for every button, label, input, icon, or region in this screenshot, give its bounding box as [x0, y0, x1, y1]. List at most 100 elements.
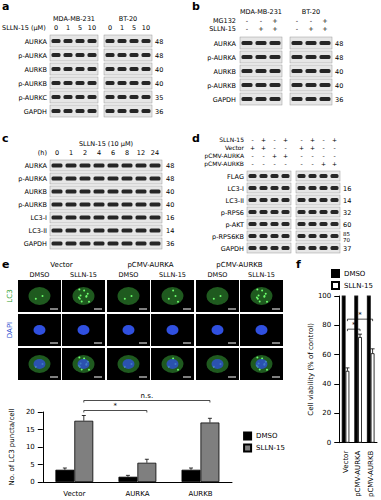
- svg-text:-: -: [311, 152, 313, 159]
- svg-text:GAPDH: GAPDH: [221, 245, 244, 253]
- svg-text:p-AURKB: p-AURKB: [18, 201, 47, 209]
- svg-text:pCMV-AURKB: pCMV-AURKB: [367, 451, 375, 497]
- svg-text:-: -: [333, 152, 335, 159]
- svg-text:4: 4: [97, 149, 101, 157]
- svg-text:AURKB: AURKB: [25, 188, 47, 196]
- svg-text:0: 0: [108, 24, 112, 32]
- svg-text:-: -: [333, 144, 335, 151]
- svg-text:pCMV-AURKA: pCMV-AURKA: [127, 261, 173, 269]
- svg-text:6: 6: [111, 149, 115, 157]
- svg-text:+: +: [299, 144, 304, 151]
- svg-text:0: 0: [327, 439, 331, 447]
- svg-text:+: +: [261, 136, 266, 143]
- svg-text:LC3-II: LC3-II: [29, 227, 48, 235]
- svg-text:+: +: [283, 152, 288, 159]
- svg-text:-: -: [300, 136, 302, 143]
- svg-text:10: 10: [142, 24, 150, 32]
- svg-text:12: 12: [137, 149, 145, 157]
- svg-text:48: 48: [155, 52, 163, 60]
- svg-text:48: 48: [335, 40, 343, 48]
- svg-text:2: 2: [83, 149, 87, 157]
- svg-text:pCMV-AURKA: pCMV-AURKA: [204, 152, 244, 160]
- svg-text:-: -: [311, 160, 313, 167]
- svg-text:AURKA: AURKA: [214, 40, 237, 48]
- svg-text:-: -: [284, 160, 286, 167]
- svg-text:DAPI: DAPI: [6, 322, 14, 338]
- svg-text:Vector: Vector: [225, 144, 245, 151]
- svg-text:40: 40: [166, 188, 174, 196]
- svg-text:Vector: Vector: [63, 490, 85, 498]
- svg-text:n.s.: n.s.: [141, 392, 154, 400]
- svg-text:+: +: [322, 25, 327, 33]
- svg-text:-: -: [322, 144, 324, 151]
- svg-text:DMSO: DMSO: [119, 271, 139, 279]
- svg-text:AURKA: AURKA: [25, 162, 48, 170]
- svg-text:c: c: [2, 132, 9, 145]
- svg-text:20: 20: [322, 409, 331, 417]
- svg-text:SLLN-15: SLLN-15: [219, 136, 244, 143]
- svg-text:20: 20: [26, 408, 35, 416]
- svg-text:pCMV-AURKA: pCMV-AURKA: [354, 451, 362, 497]
- svg-text:+: +: [322, 17, 327, 25]
- svg-text:-: -: [322, 136, 324, 143]
- svg-text:p-AURKB: p-AURKB: [18, 80, 47, 88]
- svg-text:-: -: [262, 152, 264, 159]
- svg-text:-: -: [300, 160, 302, 167]
- svg-text:60: 60: [343, 221, 351, 229]
- svg-text:40: 40: [166, 201, 174, 209]
- svg-text:16: 16: [166, 214, 174, 222]
- svg-text:SLLN-15: SLLN-15: [344, 282, 373, 290]
- svg-text:-: -: [262, 160, 264, 167]
- svg-text:100: 100: [318, 292, 331, 300]
- svg-text:1: 1: [66, 24, 70, 32]
- svg-text:GAPDH: GAPDH: [24, 108, 47, 116]
- svg-text:*: *: [114, 402, 118, 410]
- svg-text:p-RPS6: p-RPS6: [221, 209, 244, 217]
- svg-text:*: *: [352, 321, 356, 329]
- svg-text:DMSO: DMSO: [344, 270, 366, 278]
- svg-text:+: +: [261, 144, 266, 151]
- svg-text:+: +: [272, 25, 277, 33]
- svg-text:-: -: [284, 144, 286, 151]
- svg-text:No. of LC3 puncta/cell: No. of LC3 puncta/cell: [8, 409, 16, 486]
- svg-text:AURKA: AURKA: [125, 490, 149, 498]
- svg-text:DMSO: DMSO: [256, 432, 278, 440]
- svg-text:1: 1: [120, 24, 124, 32]
- svg-text:36: 36: [166, 240, 174, 248]
- svg-text:Cell viability (% of control): Cell viability (% of control): [307, 323, 315, 416]
- svg-text:40: 40: [335, 82, 343, 90]
- svg-text:e: e: [2, 258, 9, 271]
- svg-text:40: 40: [155, 80, 163, 88]
- svg-text:SLLN-15: SLLN-15: [159, 271, 186, 279]
- svg-text:36: 36: [155, 108, 163, 116]
- svg-text:10: 10: [88, 24, 96, 32]
- svg-text:p-RPS6KB: p-RPS6KB: [212, 233, 244, 241]
- svg-text:-: -: [273, 136, 275, 143]
- svg-text:SLLN-15 (10 μM): SLLN-15 (10 μM): [79, 140, 133, 148]
- svg-text:f: f: [296, 258, 301, 271]
- svg-text:+: +: [258, 25, 263, 33]
- svg-text:5: 5: [132, 24, 136, 32]
- svg-text:+: +: [332, 160, 337, 167]
- svg-text:-: -: [310, 17, 313, 25]
- svg-text:pCMV-AURKB: pCMV-AURKB: [204, 160, 244, 168]
- svg-text:5: 5: [30, 461, 34, 469]
- svg-text:1: 1: [69, 149, 73, 157]
- svg-text:-: -: [296, 25, 299, 33]
- svg-text:-: -: [273, 144, 275, 151]
- svg-text:p-AURKC: p-AURKC: [19, 94, 48, 102]
- svg-text:-: -: [251, 152, 253, 159]
- svg-text:-: -: [296, 17, 299, 25]
- svg-text:-: -: [322, 152, 324, 159]
- svg-text:SLLN-15: SLLN-15: [70, 271, 97, 279]
- svg-text:14: 14: [166, 227, 174, 235]
- svg-text:40: 40: [335, 68, 343, 76]
- svg-text:b: b: [192, 0, 200, 13]
- svg-text:+: +: [308, 25, 313, 33]
- svg-text:SLLN-15: SLLN-15: [256, 444, 285, 452]
- svg-text:LC3: LC3: [6, 289, 14, 302]
- svg-text:37: 37: [343, 245, 351, 253]
- svg-text:+: +: [321, 160, 326, 167]
- svg-text:48: 48: [335, 54, 343, 62]
- svg-text:GAPDH: GAPDH: [213, 96, 236, 104]
